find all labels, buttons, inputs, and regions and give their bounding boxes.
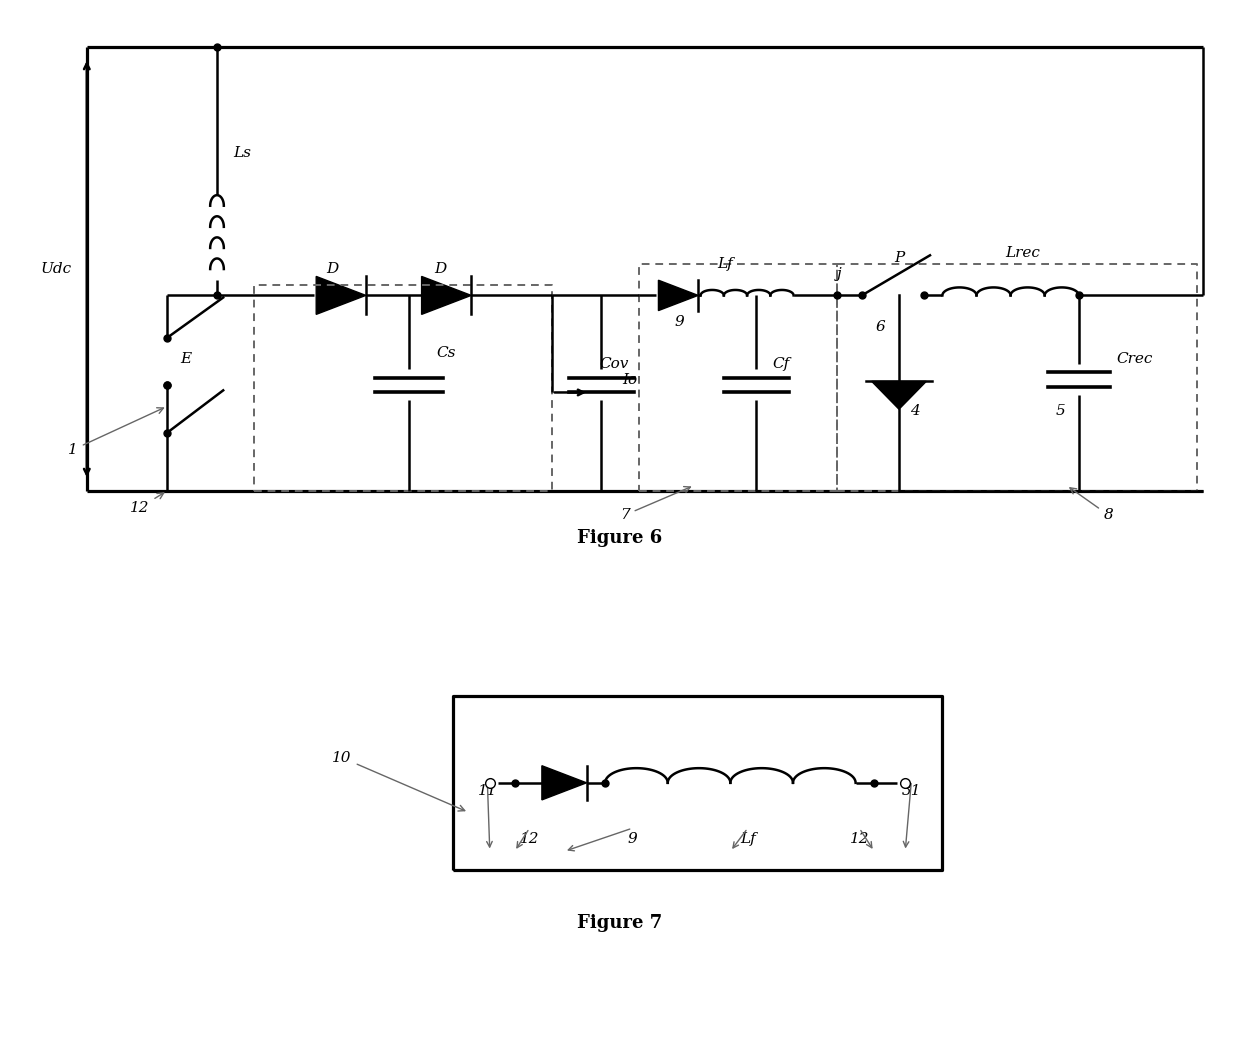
Text: Udc: Udc [40,262,72,276]
Text: Ls: Ls [233,146,250,160]
Text: 5: 5 [1055,404,1065,419]
Text: Lf: Lf [718,256,733,271]
Text: 4: 4 [910,404,920,419]
Text: Cs: Cs [436,346,456,361]
Text: D: D [434,262,446,276]
Text: 12: 12 [130,493,164,515]
Text: 10: 10 [332,751,465,811]
Text: 31: 31 [901,784,921,799]
Text: P: P [894,251,904,266]
Text: E: E [181,351,191,366]
Text: 9: 9 [675,314,684,329]
Text: Figure 6: Figure 6 [578,529,662,548]
Text: 7: 7 [620,486,691,522]
Text: Lf: Lf [740,831,755,846]
Polygon shape [658,281,698,310]
Text: Figure 7: Figure 7 [578,914,662,933]
Text: j: j [837,267,842,282]
Text: Cov: Cov [599,357,629,371]
Text: 12: 12 [520,831,539,846]
Text: 6: 6 [875,320,885,334]
Polygon shape [872,382,926,409]
Text: 1: 1 [68,408,164,457]
Text: D: D [326,262,339,276]
Polygon shape [542,766,587,800]
Text: 9: 9 [627,831,637,846]
Text: Crec: Crec [1116,351,1153,366]
Text: 8: 8 [1070,487,1114,522]
Text: 11: 11 [477,784,497,799]
Text: Io: Io [622,372,637,387]
Text: 12: 12 [849,831,869,846]
Text: Lrec: Lrec [1006,246,1040,261]
Polygon shape [316,276,366,314]
Polygon shape [422,276,471,314]
Text: Cf: Cf [773,357,790,371]
